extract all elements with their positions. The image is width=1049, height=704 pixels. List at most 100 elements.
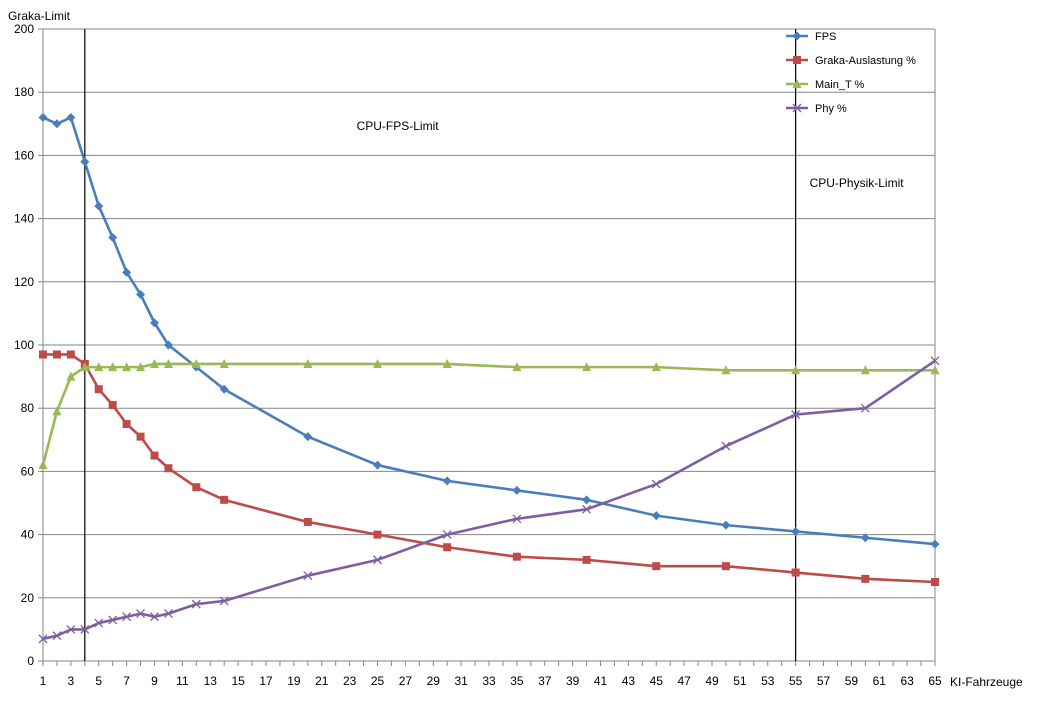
series-2: [38, 358, 940, 470]
marker-stroke: [52, 631, 62, 641]
x-tick-label: 19: [287, 674, 301, 688]
data-point: [52, 119, 62, 129]
data-point: [94, 385, 103, 394]
data-point: [122, 267, 132, 277]
marker-stroke: [373, 555, 382, 565]
data-point: [860, 365, 870, 375]
data-point: [582, 504, 592, 514]
data-point: [150, 358, 159, 368]
data-point: [930, 365, 940, 375]
limit-line-label: Graka-Limit: [8, 9, 71, 23]
legend-item: FPS: [786, 31, 836, 43]
data-point: [721, 562, 730, 571]
y-tick-label: 60: [21, 464, 35, 478]
limit-lines: Graka-Limit: [8, 9, 797, 661]
data-point: [122, 420, 131, 428]
x-tick-label: 21: [315, 674, 329, 688]
legend-item: Main_T %: [786, 79, 865, 91]
x-tick-label: 51: [733, 674, 747, 688]
data-point: [108, 362, 118, 372]
data-point: [136, 432, 145, 441]
data-point: [930, 539, 940, 549]
marker-stroke: [512, 514, 522, 524]
data-point: [582, 555, 591, 564]
legend-swatch-marker: [792, 103, 802, 113]
y-tick-label: 140: [14, 212, 34, 226]
data-point: [164, 464, 173, 473]
x-tick-label: 13: [204, 674, 218, 688]
legend: FPS Graka-Auslastung % Main_T % Phy %: [786, 31, 916, 115]
legend-label: Graka-Auslastung %: [815, 55, 916, 67]
data-point: [163, 340, 173, 350]
data-point: [108, 401, 117, 410]
series-0: [38, 112, 940, 549]
data-point: [219, 384, 229, 394]
series-line: [42, 116, 936, 546]
x-tick-label: 47: [677, 674, 691, 688]
marker-stroke: [791, 410, 801, 419]
y-tick-label: 180: [14, 85, 34, 99]
data-point: [721, 365, 731, 375]
annotation-text: CPU-FPS-Limit: [357, 119, 440, 133]
x-tick-label: 9: [151, 674, 158, 688]
x-tick-label: 25: [371, 674, 385, 688]
marker-stroke: [108, 615, 118, 625]
data-point: [651, 362, 661, 372]
legend-item: Phy %: [786, 103, 847, 115]
x-tick-label: 1: [40, 674, 47, 688]
data-point: [94, 201, 104, 211]
data-point: [191, 599, 201, 609]
data-point: [219, 596, 229, 606]
data-point: [930, 356, 940, 366]
data-point: [860, 403, 870, 413]
data-point: [38, 460, 48, 470]
data-point: [721, 441, 731, 451]
x-tick-label: 39: [566, 674, 580, 688]
marker-stroke: [792, 103, 802, 113]
data-point: [191, 358, 201, 368]
data-point: [303, 517, 312, 526]
data-series: [38, 112, 940, 644]
marker-stroke: [582, 504, 592, 514]
marker-stroke: [303, 571, 313, 581]
data-point: [38, 634, 48, 644]
data-point: [219, 358, 229, 368]
y-tick-label: 160: [14, 148, 34, 162]
series-1: [39, 350, 939, 586]
data-point: [80, 362, 90, 372]
data-point: [303, 358, 313, 368]
data-point: [373, 358, 382, 368]
data-point: [791, 526, 801, 536]
data-point: [373, 555, 382, 565]
data-point: [39, 350, 47, 359]
data-point: [52, 350, 61, 359]
annotation-text: CPU-Physik-Limit: [810, 176, 905, 190]
y-tick-label: 20: [21, 591, 35, 605]
data-point: [108, 233, 118, 243]
data-point: [52, 406, 62, 416]
marker-stroke: [80, 624, 90, 634]
x-tick-label: 41: [594, 674, 608, 688]
y-tick-label: 40: [21, 528, 35, 542]
x-tick-label: 29: [427, 674, 441, 688]
x-tick-label: 31: [454, 674, 468, 688]
marker-stroke: [930, 356, 940, 366]
x-tick-label: 23: [343, 674, 357, 688]
data-point: [373, 460, 382, 470]
data-point: [931, 578, 939, 586]
data-point: [512, 514, 522, 524]
x-tick-label: 17: [259, 674, 273, 688]
data-point: [861, 574, 870, 583]
data-point: [442, 530, 452, 540]
data-point: [442, 476, 452, 486]
data-point: [66, 112, 76, 122]
data-point: [512, 552, 521, 561]
legend-label: Main_T %: [815, 79, 865, 91]
marker-stroke: [860, 403, 870, 413]
marker-stroke: [136, 609, 146, 619]
gridlines: [43, 28, 936, 661]
x-tick-label: 59: [845, 674, 859, 688]
data-point: [651, 479, 661, 489]
x-tick-label: 49: [705, 674, 719, 688]
